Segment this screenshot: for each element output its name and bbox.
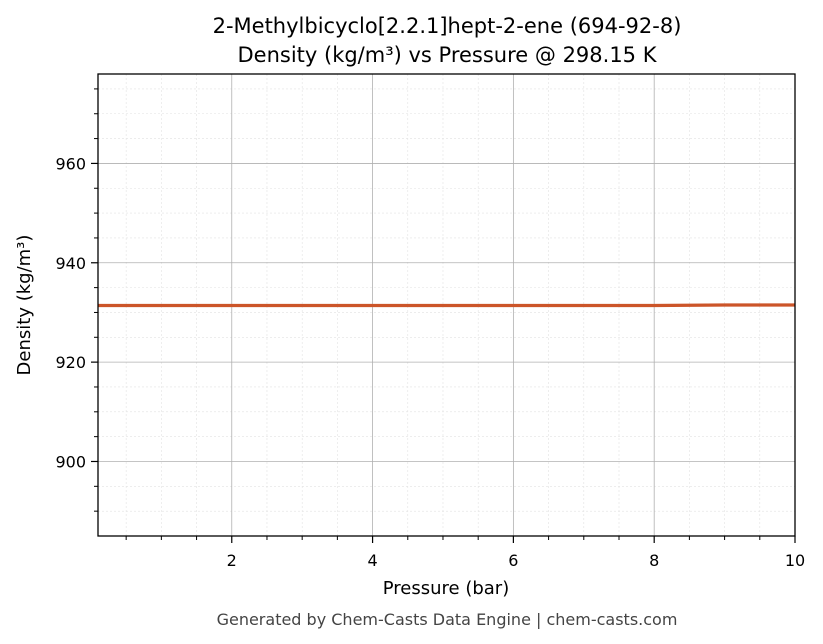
x-tick-label: 10 [785, 551, 805, 570]
y-tick-label: 900 [55, 452, 86, 471]
x-axis-ticks: 2 4 6 8 10 [125, 536, 805, 570]
chart-title-line2: Density (kg/m³) vs Pressure @ 298.15 K [237, 43, 657, 67]
minor-grid [98, 74, 795, 536]
x-tick-label: 2 [227, 551, 237, 570]
plot-frame [97, 73, 796, 537]
y-tick-label: 960 [55, 154, 86, 173]
x-tick-label: 4 [367, 551, 377, 570]
y-tick-label: 920 [55, 353, 86, 372]
x-axis-label: Pressure (bar) [383, 578, 509, 599]
x-tick-label: 8 [649, 551, 659, 570]
density-series-line [98, 303, 795, 308]
y-tick-label: 940 [55, 254, 86, 273]
chart-title-line1: 2-Methylbicyclo[2.2.1]hept-2-ene (694-92… [213, 14, 682, 38]
footer-credit: Generated by Chem-Casts Data Engine | ch… [217, 610, 678, 629]
y-axis-label: Density (kg/m³) [14, 235, 35, 376]
series-layer [98, 303, 795, 308]
y-axis-ticks: 900 920 940 960 [55, 88, 98, 512]
x-tick-label: 6 [508, 551, 518, 570]
